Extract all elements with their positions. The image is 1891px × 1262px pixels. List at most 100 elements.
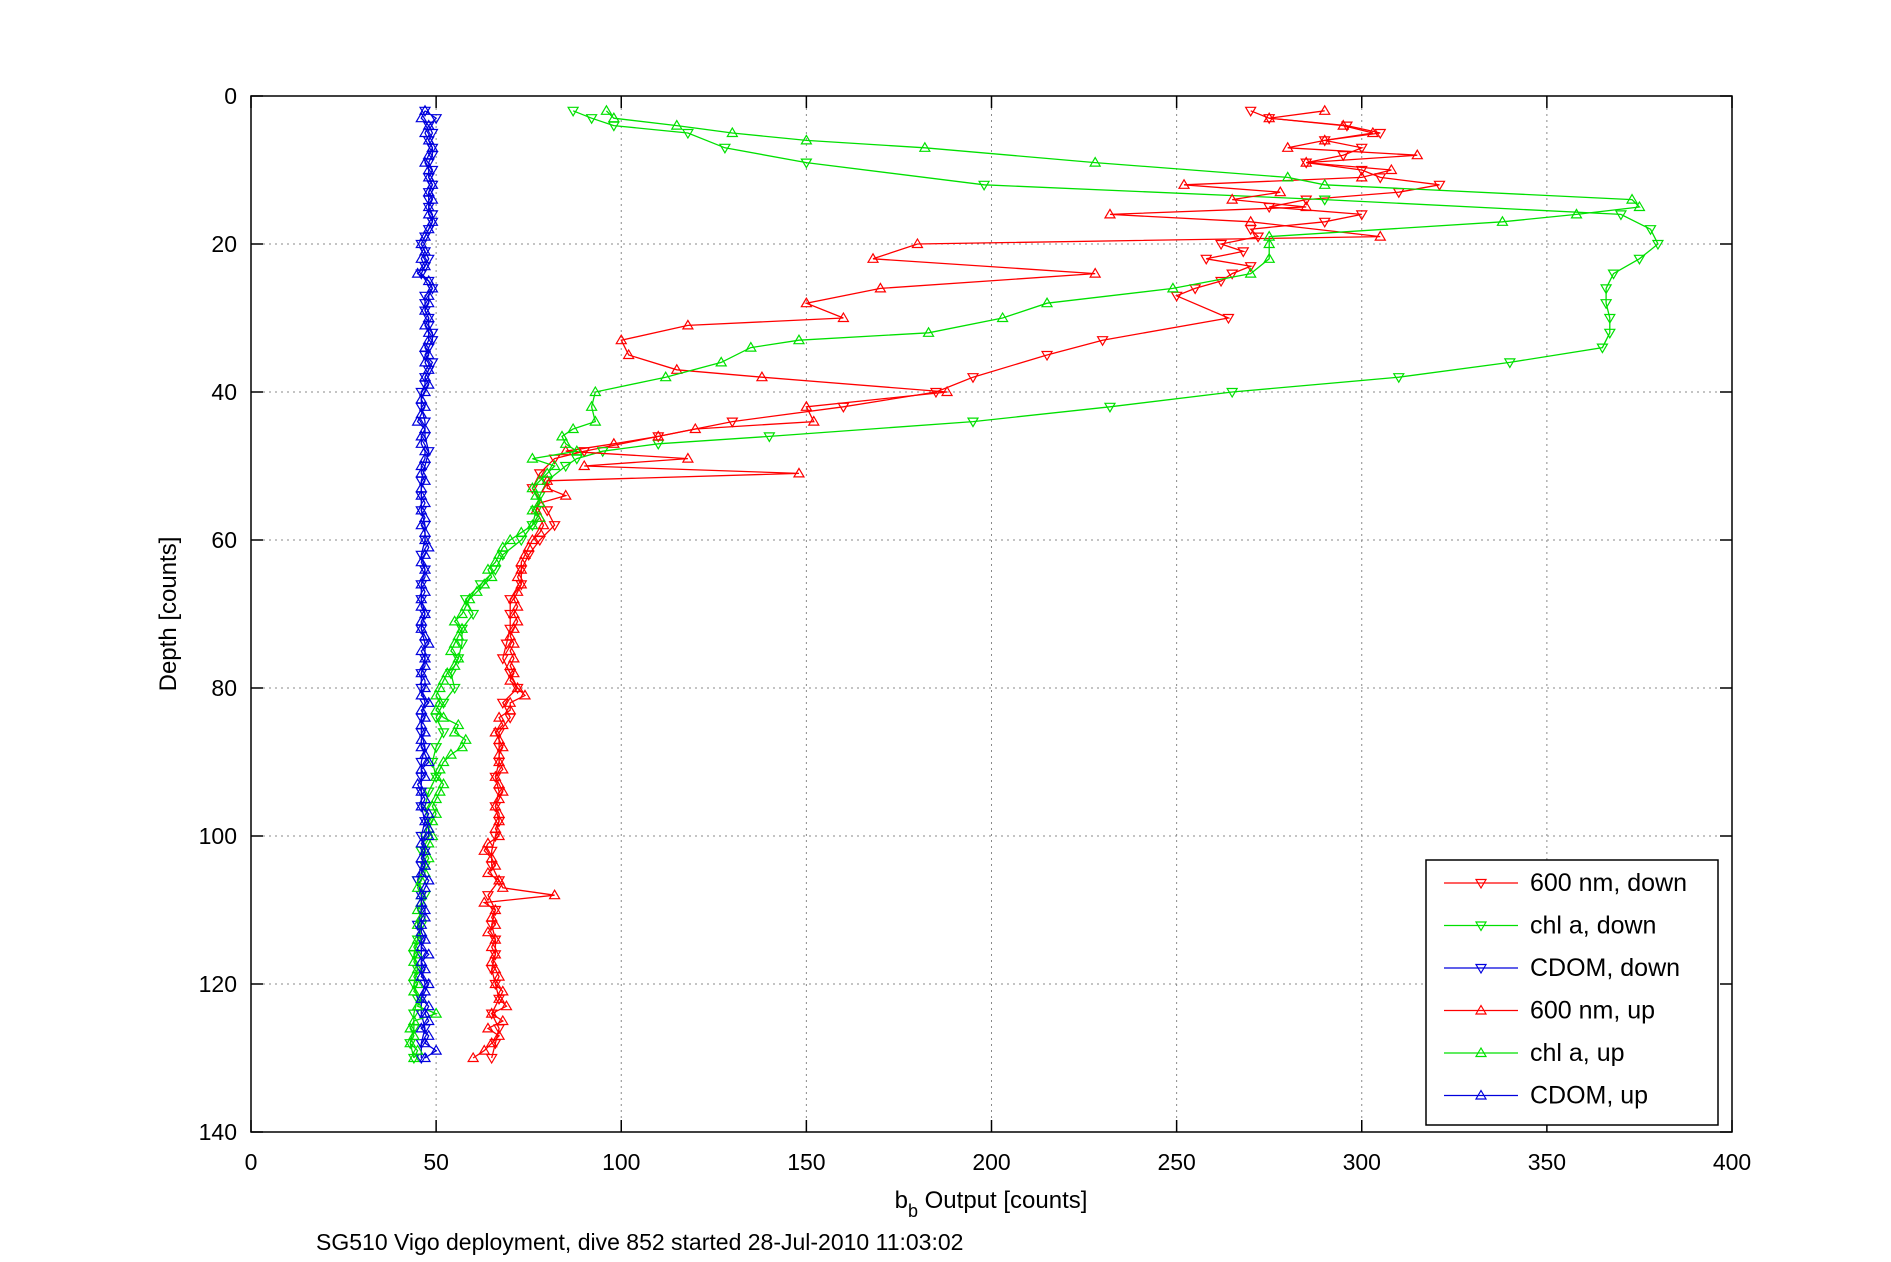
data-point [418,371,432,382]
data-point [422,121,435,132]
data-point [418,563,432,574]
data-point [418,341,432,352]
data-point [422,348,435,360]
data-point [415,667,428,678]
data-point [467,1051,480,1063]
data-point [589,385,602,397]
legend-label: 600 nm, up [1530,997,1655,1025]
data-point [515,563,528,574]
data-point [426,165,439,177]
data-point [1103,402,1117,413]
data-point [689,422,702,434]
data-point [511,570,524,582]
data-point [426,282,439,293]
data-point [485,570,498,582]
data-point [433,763,446,774]
data-point [496,1014,509,1026]
data-point [411,267,424,278]
data-point [430,689,443,700]
data-point [418,726,432,737]
data-point [415,622,428,633]
x-tick-label: 150 [787,1149,825,1175]
legend-label: 600 nm, down [1530,869,1687,897]
data-point [1355,171,1368,182]
data-point [1103,208,1117,219]
data-point [1281,171,1294,182]
y-tick-label: 40 [211,379,237,405]
data-point [422,787,435,798]
data-point [511,600,524,611]
data-point [415,955,428,966]
data-point [1263,252,1276,263]
data-point [418,652,432,663]
data-point [507,637,520,648]
data-point [496,541,509,552]
data-point [415,1039,428,1050]
x-axis-label-main: b [895,1187,908,1214]
data-point [1089,156,1102,167]
data-point [418,711,432,722]
y-tick-label: 120 [199,971,237,997]
data-point [415,852,428,863]
data-point [415,992,428,1003]
data-point [418,245,432,256]
data-point [415,733,428,744]
data-point [1226,387,1239,399]
data-point [418,126,432,138]
data-point [415,785,428,796]
data-point [1274,186,1287,197]
data-point [507,667,520,678]
data-point [418,792,432,804]
data-point [415,940,428,952]
data-point [978,180,991,191]
data-point [422,822,435,833]
data-point [489,977,502,989]
data-point [418,422,432,434]
data-point [415,437,428,448]
data-point [422,755,435,767]
data-point [526,533,539,545]
data-point [489,903,502,915]
data-point [415,489,428,500]
data-point [455,622,469,633]
data-point [607,112,620,123]
data-point [504,624,517,635]
series-600-nm-down [481,106,1446,1065]
data-point [622,348,635,360]
data-point [430,1044,443,1055]
data-point [493,778,506,789]
data-point [422,119,435,130]
data-point [418,585,432,596]
data-point [533,491,546,502]
data-point [422,447,435,458]
data-point [1215,239,1228,251]
data-point [404,1037,417,1048]
data-point [526,452,539,463]
data-point [437,674,450,685]
legend-item: CDOM, down [1444,954,1680,982]
data-point [422,186,435,197]
data-point [1318,195,1331,206]
data-point [459,595,472,606]
data-point [418,548,432,559]
legend-swatch-marker [1474,1004,1488,1015]
data-point [481,866,495,878]
data-point [452,630,465,641]
data-point [418,385,432,397]
data-point [418,659,432,670]
data-point [415,918,428,929]
y-tick-label: 140 [199,1119,237,1145]
data-point [489,933,502,944]
data-point [1177,178,1191,189]
data-point [430,704,443,715]
data-point [485,1037,498,1048]
data-point [1385,163,1398,175]
data-point [418,1051,432,1063]
data-point [481,563,495,574]
y-tick-label: 0 [224,83,237,109]
legend-swatch-marker [1474,878,1488,890]
data-point [533,474,546,485]
data-point [504,696,517,707]
data-point [415,970,428,981]
data-point [422,852,435,863]
